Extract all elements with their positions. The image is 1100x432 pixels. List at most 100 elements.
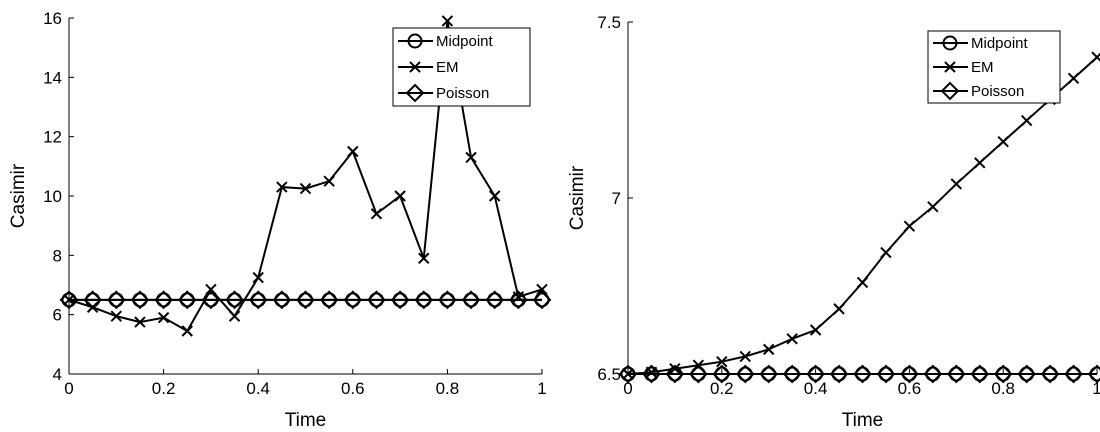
data-point-x [809,324,822,336]
legend-label: EM [436,59,459,76]
y-tick-label: 6 [53,306,62,325]
legend: Midpoint EM Poisson [927,30,1061,104]
legend-marker-circle [942,35,958,51]
data-point-diamond [1087,364,1100,384]
legend: Midpoint EM Poisson [392,27,531,107]
x-tick-label: 1 [1092,379,1100,398]
data-point-x [134,316,146,328]
data-point-x [1020,114,1033,127]
data-point-diamond [806,364,826,384]
data-point-diamond [508,290,528,310]
data-point-x [880,246,892,259]
data-point-diamond [970,364,990,384]
x-tick-label: 0.4 [246,379,270,398]
data-point-x [739,350,751,363]
series-poisson [59,290,552,310]
plot-area [618,51,1100,384]
data-point-x [1067,72,1080,85]
legend-label: EM [971,59,994,76]
legend-label: Midpoint [971,35,1029,52]
y-tick-label: 4 [53,365,62,384]
data-point-x [157,311,170,324]
x-tick-label: 0 [623,379,632,398]
data-point-x [441,15,454,27]
x-tick-label: 0 [64,379,73,398]
y-tick-label: 6.5 [597,365,621,384]
data-point-x [997,135,1009,148]
series-line [627,56,1098,375]
data-point-x [903,220,916,232]
data-point-diamond [367,290,386,310]
x-tick-label: 0.8 [991,379,1015,398]
data-point-diamond [946,364,966,384]
x-axis-label: Time [842,410,884,431]
data-point-x [276,181,288,193]
data-point-x [974,157,986,169]
y-tick-label: 7.5 [597,13,621,32]
data-point-diamond [130,290,150,310]
data-point-diamond [272,290,292,310]
data-point-diamond [461,290,481,310]
data-point-diamond [225,290,244,310]
y-tick-label: 7 [612,189,621,208]
legend-marker-diamond [940,81,960,101]
data-point-diamond [782,364,802,384]
y-tick-label: 10 [43,187,62,206]
legend-marker-diamond [405,83,425,103]
data-point-diamond [201,290,221,310]
data-point-x [252,271,264,284]
chart-panel-2: 0 0.2 0.4 0.6 0.8 1 6.5 7 7.5 Time Casimir Midpoint… [567,13,1100,431]
data-point-diamond [923,364,943,384]
data-point-diamond [688,364,708,384]
y-tick-label: 8 [53,246,62,265]
legend-marker-x [409,61,421,73]
data-point-x [394,190,406,202]
y-axis-label: Casimir [8,163,29,228]
data-point-x [786,333,798,345]
x-tick-label: 0.4 [804,379,828,398]
legend-label: Poisson [971,83,1024,100]
data-point-diamond [437,290,457,310]
data-point-diamond [296,290,315,310]
data-point-diamond [642,364,661,384]
data-point-x [716,355,728,368]
x-tick-label: 0.6 [898,379,922,398]
data-point-x [762,343,775,356]
data-point-diamond [414,290,434,310]
data-point-diamond [853,364,872,384]
data-point-diamond [759,364,779,384]
x-tick-label: 0.6 [341,379,365,398]
data-point-x [950,178,963,190]
data-point-x [110,310,123,322]
legend-marker-circle [407,33,423,49]
y-tick-label: 12 [43,128,62,147]
data-point-x [347,145,359,158]
legend-marker-x [944,61,956,73]
data-point-x [205,283,217,296]
y-tick-label: 14 [43,68,62,87]
data-point-diamond [83,290,103,310]
data-point-diamond [532,290,552,310]
data-point-x [856,276,869,289]
x-axis-label: Time [285,410,327,431]
data-point-x [299,182,312,195]
data-point-diamond [735,364,755,384]
data-point-diamond [248,290,268,310]
data-point-diamond [177,290,197,310]
data-point-x [669,363,681,375]
y-axis-label: Casimir [567,165,588,230]
data-point-diamond [1017,364,1037,384]
data-point-x [323,175,335,187]
data-point-diamond [829,364,849,384]
data-point-diamond [1040,364,1060,384]
plot-area [59,15,552,337]
data-point-diamond [618,364,638,384]
x-tick-label: 1 [537,379,546,398]
data-point-x [488,190,501,202]
data-point-diamond [899,364,919,384]
x-tick-label: 0.8 [436,379,460,398]
legend-label: Poisson [436,85,489,102]
data-point-x [1091,51,1100,63]
y-tick-label: 16 [43,9,62,28]
